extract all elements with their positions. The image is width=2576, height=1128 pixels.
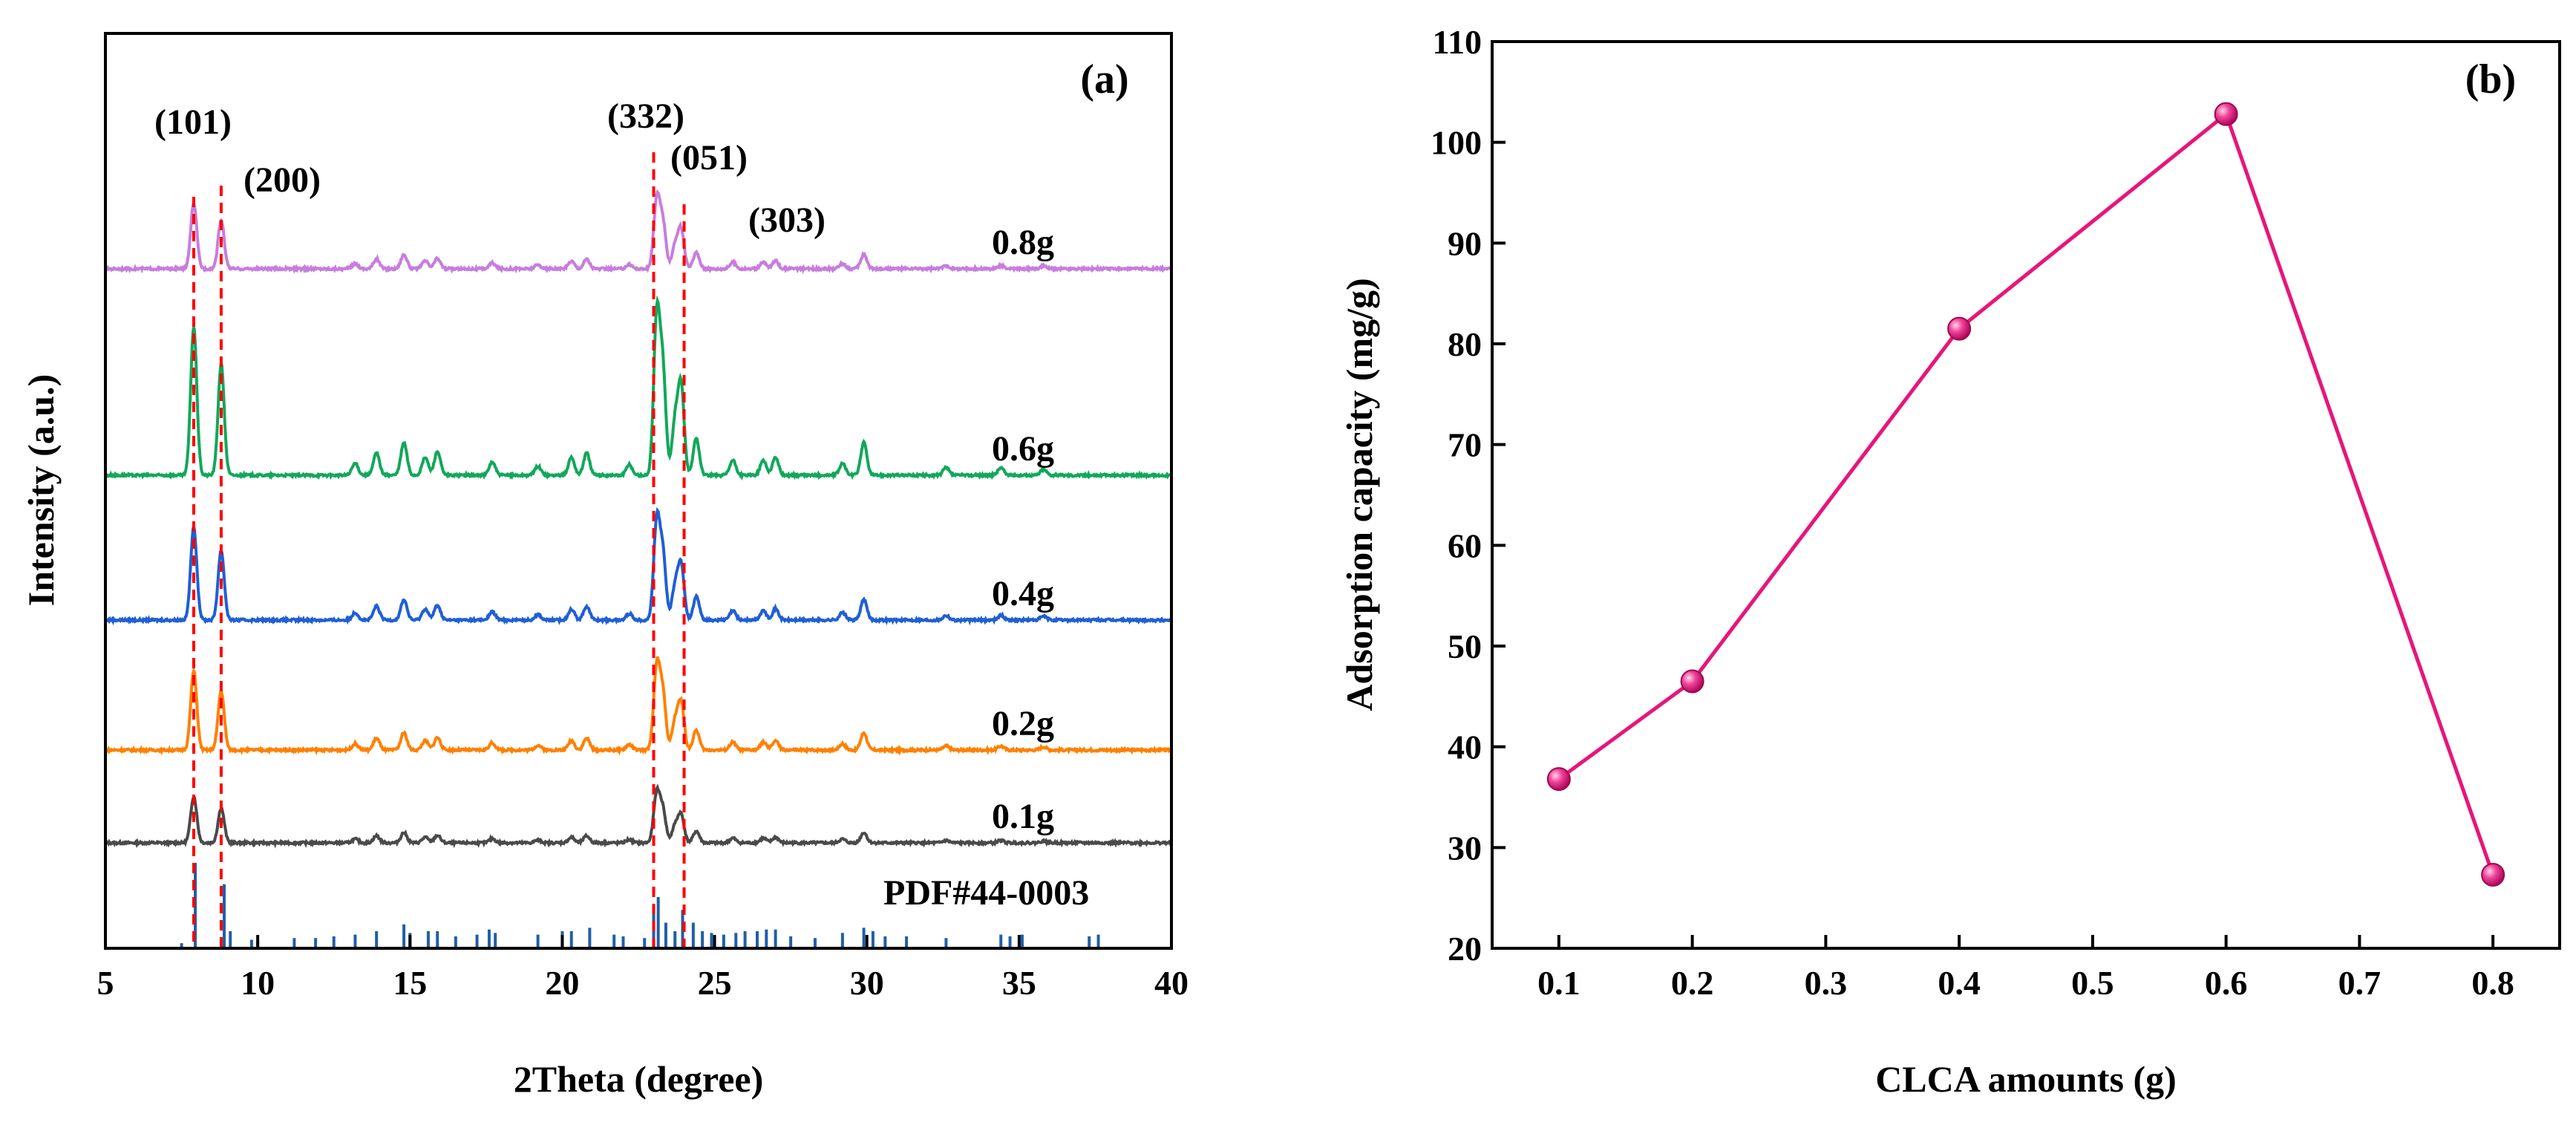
miller-label: (303) <box>748 201 826 240</box>
y-tick-label-b: 90 <box>1448 224 1482 262</box>
miller-label: (200) <box>243 160 321 200</box>
x-tick-label-a: 30 <box>850 964 884 1002</box>
x-axis-ticks-a: 5 10 15 20 25 30 35 40 <box>97 935 1189 1002</box>
data-point <box>1680 669 1704 694</box>
xrd-series-0.1g <box>105 783 1173 849</box>
series-label-0.4g: 0.4g <box>992 574 1054 613</box>
miller-label: (332) <box>607 97 684 136</box>
plot-frame-b <box>1491 40 2561 950</box>
xrd-series-group <box>104 189 1173 849</box>
x-tick-label-a: 40 <box>1154 964 1189 1002</box>
x-tick-label-a: 5 <box>97 964 114 1002</box>
x-tick-label-b: 0.8 <box>2471 964 2514 1002</box>
x-tick-label-a: 20 <box>545 964 579 1002</box>
series-label-0.1g: 0.1g <box>992 797 1054 836</box>
xrd-series-0.2g <box>105 656 1173 756</box>
panel-label-a: (a) <box>1080 56 1128 102</box>
x-tick-label-b: 0.5 <box>2071 964 2114 1002</box>
xrd-series-0.6g <box>104 295 1172 481</box>
x-tick-label-a: 35 <box>1002 964 1036 1002</box>
y-tick-label-b: 80 <box>1448 325 1482 363</box>
data-point <box>2481 862 2505 887</box>
x-tick-label-b: 0.4 <box>1938 964 1981 1002</box>
adsorption-panel: 0.1 0.2 0.3 0.4 0.5 0.6 0.7 0.8 20 30 40 50 60 70 80 90… <box>1338 23 2561 1100</box>
y-tick-label-b: 50 <box>1448 627 1482 665</box>
x-tick-label-b: 0.7 <box>2338 964 2382 1002</box>
x-tick-label-b: 0.1 <box>1537 964 1580 1002</box>
y-tick-label-b: 20 <box>1448 930 1482 968</box>
data-point <box>1546 767 1571 792</box>
panel-label-b: (b) <box>2465 56 2516 102</box>
miller-label: (051) <box>670 138 748 177</box>
series-labels: 0.1g 0.2g 0.4g 0.6g 0.8g <box>992 223 1054 836</box>
miller-index-labels: (101) (200) (332)(051)(303) <box>154 97 826 240</box>
x-tick-label-a: 25 <box>698 964 732 1002</box>
y-tick-label-b: 110 <box>1433 23 1482 61</box>
x-tick-label-a: 10 <box>241 964 275 1002</box>
x-axis-title-a: 2Theta (degree) <box>514 1058 763 1100</box>
x-tick-label-a: 15 <box>393 964 427 1002</box>
xrd-series-0.4g <box>104 506 1173 626</box>
adsorption-line <box>1557 111 2495 876</box>
xrd-panel: 5 10 15 20 25 30 35 40 2Theta (degree) Intensit… <box>20 32 1189 1100</box>
y-tick-label-b: 60 <box>1448 526 1482 564</box>
peak-guide-lines <box>192 152 686 948</box>
y-tick-label-b: 30 <box>1448 829 1482 867</box>
adsorption-points <box>1546 102 2505 887</box>
reference-label: PDF#44-0003 <box>883 873 1089 913</box>
y-tick-label-b: 70 <box>1448 426 1482 464</box>
x-tick-label-b: 0.6 <box>2205 964 2248 1002</box>
x-tick-label-b: 0.3 <box>1805 964 1848 1002</box>
data-point <box>2214 102 2238 126</box>
x-tick-label-b: 0.2 <box>1671 964 1714 1002</box>
xrd-series-0.8g <box>104 189 1172 275</box>
axis-ticks-b: 0.1 0.2 0.3 0.4 0.5 0.6 0.7 0.8 20 30 40 50 60 70 80 90… <box>1431 23 2514 1002</box>
series-label-0.6g: 0.6g <box>992 429 1054 469</box>
y-tick-label-b: 100 <box>1431 124 1482 162</box>
y-tick-label-b: 40 <box>1448 728 1482 766</box>
y-axis-title-a: Intensity (a.u.) <box>20 374 62 607</box>
miller-label: (101) <box>154 102 232 142</box>
y-axis-title-b: Adsorption capacity (mg/g) <box>1338 278 1380 711</box>
x-axis-title-b: CLCA amounts (g) <box>1875 1058 2177 1100</box>
plot-frame-a <box>104 32 1173 950</box>
data-point <box>1947 316 1972 341</box>
series-label-0.2g: 0.2g <box>992 704 1054 743</box>
series-label-0.8g: 0.8g <box>992 223 1054 262</box>
